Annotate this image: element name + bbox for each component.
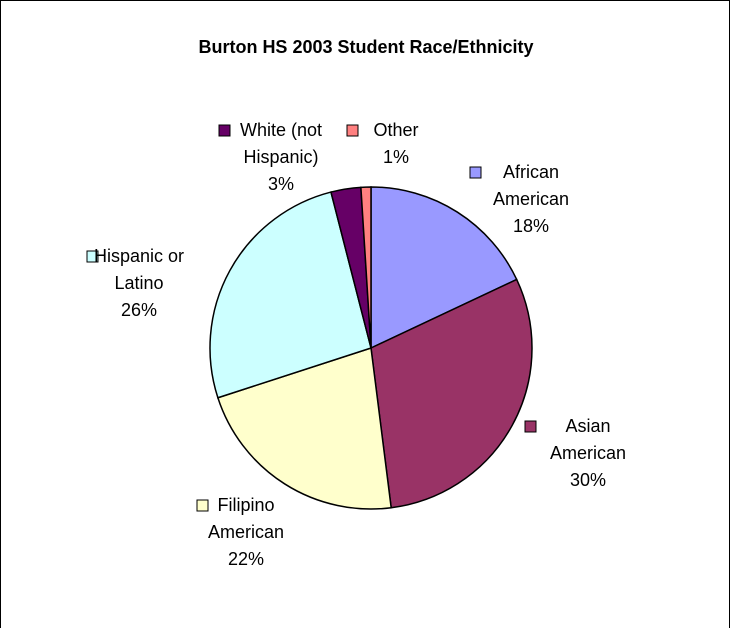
pie-slice (370, 278, 533, 509)
slice-value-label: 22% (228, 549, 264, 569)
slice-category-label: Hispanic) (243, 147, 318, 167)
pie-slice (360, 186, 372, 349)
slice-value-label: 26% (121, 300, 157, 320)
slice-category-label: Latino (114, 273, 163, 293)
slice-category-label: Hispanic or (94, 246, 184, 266)
pie-slices (209, 186, 533, 510)
legend-key (524, 420, 537, 433)
slice-category-label: American (208, 522, 284, 542)
legend-key (218, 124, 231, 137)
slice-category-label: American (550, 443, 626, 463)
legend-key (196, 499, 209, 512)
slice-value-label: 3% (268, 174, 294, 194)
slice-category-label: African (503, 162, 559, 182)
slice-category-label: Asian (565, 416, 610, 436)
legend-key (469, 166, 482, 179)
pie-slice (216, 347, 393, 510)
slice-value-label: 18% (513, 216, 549, 236)
slice-category-label: American (493, 189, 569, 209)
slice-value-label: 30% (570, 470, 606, 490)
pie-slice (209, 191, 372, 399)
pie-slice (370, 186, 518, 350)
pie-labels: African American 18% Asian American 30% Filipi… (86, 120, 626, 569)
slice-value-label: 1% (383, 147, 409, 167)
legend-key (86, 250, 99, 263)
chart-title: Burton HS 2003 Student Race/Ethnicity (198, 37, 533, 57)
legend-key (346, 124, 359, 137)
slice-category-label: Other (373, 120, 418, 140)
slice-category-label: White (not (240, 120, 322, 140)
slice-category-label: Filipino (217, 495, 274, 515)
